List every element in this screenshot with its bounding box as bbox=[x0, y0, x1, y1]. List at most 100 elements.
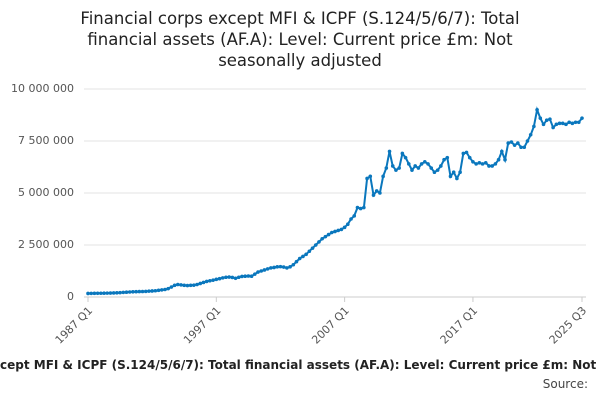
y-tick-label: 0 bbox=[67, 290, 74, 303]
data-point bbox=[439, 164, 443, 168]
data-point bbox=[336, 228, 341, 233]
x-tick-label: 2007 Q1 bbox=[309, 304, 352, 347]
data-point bbox=[445, 155, 450, 160]
data-point bbox=[390, 164, 395, 168]
data-point bbox=[564, 122, 568, 127]
data-point bbox=[115, 291, 119, 295]
data-point bbox=[224, 275, 228, 280]
data-point bbox=[230, 275, 235, 280]
data-point bbox=[506, 141, 511, 145]
data-point bbox=[246, 274, 251, 278]
x-tick-label: 1997 Q1 bbox=[181, 304, 224, 347]
data-point bbox=[214, 277, 219, 282]
data-point bbox=[259, 269, 264, 273]
data-point bbox=[220, 276, 225, 280]
data-point bbox=[134, 289, 138, 294]
data-point bbox=[387, 149, 392, 154]
data-point bbox=[182, 283, 187, 288]
data-point bbox=[413, 164, 417, 168]
x-tick-label: 1987 Q1 bbox=[53, 304, 96, 347]
data-point bbox=[535, 108, 539, 112]
data-point bbox=[419, 162, 424, 166]
data-point bbox=[509, 140, 514, 144]
data-point bbox=[153, 288, 158, 293]
data-point bbox=[467, 155, 472, 160]
data-point bbox=[140, 289, 145, 294]
data-point bbox=[326, 232, 331, 237]
data-point bbox=[281, 265, 286, 269]
data-point bbox=[371, 193, 376, 197]
data-point bbox=[365, 176, 369, 181]
source: Source: bbox=[542, 377, 588, 391]
data-point bbox=[188, 283, 193, 288]
data-point bbox=[249, 274, 254, 279]
data-point bbox=[307, 249, 312, 254]
data-point bbox=[179, 283, 183, 287]
data-point bbox=[406, 162, 411, 166]
data-point bbox=[236, 275, 241, 280]
data-point bbox=[426, 162, 430, 166]
data-point bbox=[195, 282, 199, 287]
data-point bbox=[95, 291, 100, 296]
data-point bbox=[137, 289, 142, 294]
data-point bbox=[397, 166, 401, 170]
data-point bbox=[423, 160, 427, 164]
data-point bbox=[147, 289, 151, 293]
data-point bbox=[384, 166, 389, 170]
data-point bbox=[269, 266, 273, 270]
data-point bbox=[256, 270, 260, 274]
data-point bbox=[111, 291, 116, 295]
data-line bbox=[87, 106, 583, 295]
data-point bbox=[378, 191, 382, 195]
data-point bbox=[435, 168, 440, 172]
data-point bbox=[525, 139, 530, 143]
data-point bbox=[233, 276, 238, 281]
data-point bbox=[358, 206, 363, 211]
data-point bbox=[105, 291, 110, 295]
data-point bbox=[124, 290, 129, 295]
data-point bbox=[532, 124, 536, 129]
data-point bbox=[121, 290, 126, 295]
data-point bbox=[99, 291, 103, 296]
data-point bbox=[400, 151, 405, 156]
data-point bbox=[86, 291, 90, 296]
data-point bbox=[253, 272, 257, 276]
data-point bbox=[461, 151, 466, 156]
data-point bbox=[127, 290, 132, 294]
data-point bbox=[580, 116, 584, 120]
data-point bbox=[528, 132, 533, 137]
data-point bbox=[304, 252, 308, 257]
x-tick-label: 2017 Q1 bbox=[438, 304, 481, 347]
x-tick-label: 2025 Q3 bbox=[547, 304, 590, 347]
data-point bbox=[538, 116, 543, 120]
data-point bbox=[429, 166, 434, 170]
data-point bbox=[368, 174, 373, 179]
data-point bbox=[487, 164, 491, 168]
data-point bbox=[512, 143, 517, 147]
data-point bbox=[166, 286, 170, 291]
data-point bbox=[156, 288, 161, 293]
data-point bbox=[548, 117, 552, 121]
data-point bbox=[102, 291, 106, 295]
data-point bbox=[240, 274, 244, 279]
data-point bbox=[355, 205, 360, 210]
data-point bbox=[403, 155, 408, 160]
data-point bbox=[496, 157, 501, 162]
data-point bbox=[243, 274, 247, 279]
data-point bbox=[297, 256, 302, 261]
y-tick-label: 10 000 000 bbox=[11, 82, 74, 95]
data-point bbox=[278, 264, 283, 269]
data-point bbox=[471, 160, 475, 164]
data-point bbox=[92, 291, 97, 296]
data-point bbox=[211, 278, 215, 282]
data-point bbox=[394, 168, 398, 172]
data-point bbox=[320, 236, 324, 241]
data-point bbox=[285, 266, 289, 270]
data-point bbox=[159, 288, 164, 292]
data-point bbox=[448, 174, 453, 179]
data-point bbox=[522, 145, 527, 150]
data-point bbox=[169, 285, 174, 289]
data-point bbox=[500, 149, 504, 154]
data-point bbox=[275, 265, 280, 269]
